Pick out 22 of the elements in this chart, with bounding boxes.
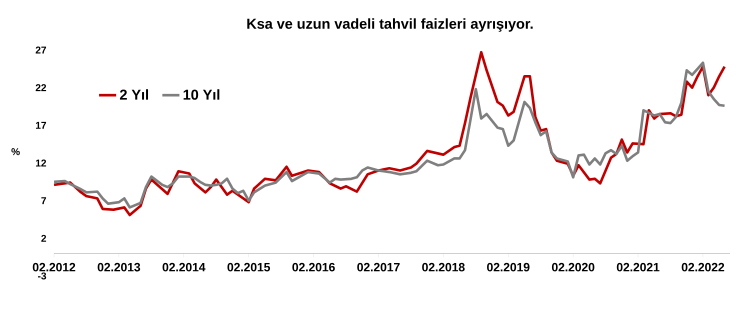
x-tick-label: 02.2014	[162, 262, 206, 272]
y-tick-label: 7	[41, 197, 46, 204]
x-tick-label: 02.2013	[98, 262, 140, 272]
y-axis-title: %	[11, 148, 20, 156]
x-tick-label: 02.2015	[227, 262, 270, 272]
y-tick-label: -3	[38, 272, 46, 280]
legend-label: 10 Yıl	[184, 89, 220, 100]
y-tick-label: 2	[41, 234, 46, 242]
x-tick-label: 02.2021	[616, 262, 660, 272]
x-tick-label: 02.2017	[357, 262, 400, 272]
y-tick-label: 27	[36, 46, 46, 54]
legend-label: 2 Yıl	[120, 89, 148, 100]
x-tick-label: 02.2018	[422, 262, 465, 272]
x-tick-label: 02.2016	[292, 262, 335, 272]
x-tick-label: 02.2020	[552, 262, 594, 272]
x-tick-label: 02.2012	[32, 262, 76, 272]
x-tick-label: 02.2022	[682, 262, 724, 272]
y-tick-label: 22	[36, 84, 46, 92]
chart-title: Ksa ve uzun vadeli tahvil faizleri ayrışıyor.	[247, 18, 533, 32]
x-tick-label: 02.2019	[487, 262, 530, 272]
y-tick-label: 12	[36, 160, 46, 166]
y-tick-label: 17	[36, 122, 46, 129]
